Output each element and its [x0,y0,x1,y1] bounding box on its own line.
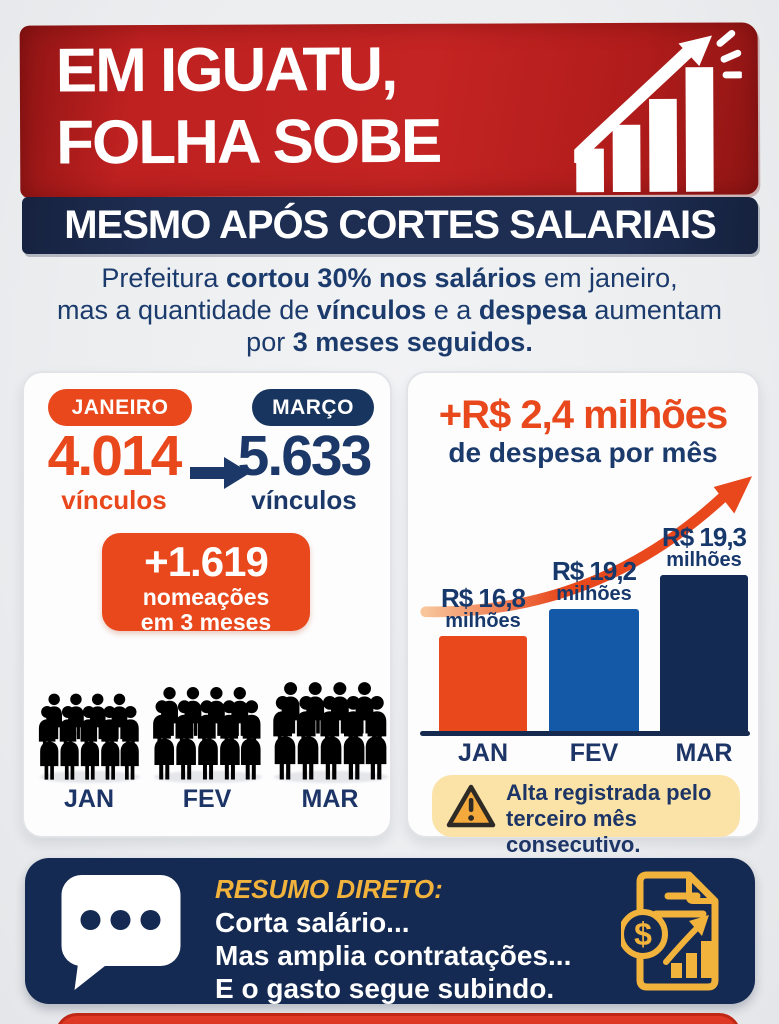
summary-heading: RESUMO DIRETO: [215,874,443,904]
crowd-shadow [154,771,262,783]
badge-marco: MARÇO [252,389,374,426]
highlight-value: +1.619 [144,538,269,585]
intro-paragraph: Prefeitura cortou 30% nos salários em ja… [30,262,749,358]
financial-report-icon: $ [621,871,719,991]
title-line-1: EM IGUATU, [55,34,397,106]
bar-value-mar: R$ 19,3 milhões [661,522,747,571]
chart-axis [420,731,750,736]
cta-bar-cutoff[interactable] [55,1013,741,1024]
axis-label-mar: MAR [675,739,733,767]
summary-line-1: Corta salário... [215,907,410,938]
bar-value-jan: R$ 16,8 milhões [440,583,526,632]
intro-line-3: por 3 meses seguidos. [246,327,533,357]
subtitle-banner: MESMO APÓS CORTES SALARIAIS [22,197,758,254]
crowd-icon-mar: .crowd-mar .p1{fill:#1B3C78}.crowd-mar .… [270,631,390,781]
growth-chart-icon [573,29,743,193]
highlight-caption-1: nomeações [142,584,270,610]
axis-label-jan: JAN [457,739,508,767]
right-arrow-icon [190,457,250,489]
svg-text:$: $ [634,916,652,952]
warning-callout: Alta registrada pelo terceiro mês consec… [432,775,740,857]
badge-janeiro: JANEIRO [48,389,192,426]
crowd-label-mar: MAR [301,785,359,813]
summary-lines: Corta salário... Mas amplia contratações… [215,906,571,1005]
highlight-caption-2: em 3 meses [140,609,272,635]
crowd-icon-jan: .crowd-jan .p1{fill:#E8481C}.crowd-jan .… [36,669,142,781]
summary-line-3: E o gasto segue subindo. [215,973,555,1004]
crowd-label-jan: JAN [63,785,114,813]
card-despesa: +R$ 2,4 milhões de despesa por mês R$ 16… [406,371,760,857]
unit-marco: vínculos [251,485,357,515]
summary-line-2: Mas amplia contratações... [215,940,572,971]
unit-janeiro: vínculos [61,485,167,515]
header-banner: EM IGUATU, FOLHA SOBE [19,22,759,198]
warning-text: Alta registrada pelo terceiro mês consec… [506,780,712,857]
crowd-shadow [274,771,388,783]
bar-mar [660,575,748,731]
bar-jan [439,636,527,731]
crowd-icon-fev: .crowd-fev .p1{fill:#F6A62B}.crowd-fev .… [150,657,264,781]
value-janeiro-vinculos: 4.014 [47,424,183,488]
chat-bubble-icon [61,875,181,990]
title-line-2: FOLHA SOBE [55,106,441,178]
bar-fev [549,609,639,731]
value-marco-vinculos: 5.633 [237,424,373,488]
intro-line-2: mas a quantidade de vínculos e a despesa… [57,295,722,325]
summary-card: RESUMO DIRETO: Corta salário... Mas ampl… [25,858,755,1004]
rising-trend-arrow-icon [420,476,752,618]
card-vinculos: JANEIRO MARÇO 4.014 5.633 vínculos víncu… [22,371,392,838]
despesa-caption: de despesa por mês [448,437,718,468]
axis-label-fev: FEV [569,739,619,767]
crowd-label-fev: FEV [182,785,232,813]
highlight-nomeacoes: +1.619 nomeações em 3 meses [102,533,310,635]
bar-value-fev: R$ 19,2 milhões [551,556,637,605]
page-title: EM IGUATU, FOLHA SOBE [56,34,441,180]
despesa-headline: +R$ 2,4 milhões [438,393,728,437]
intro-line-1: Prefeitura cortou 30% nos salários em ja… [101,263,678,293]
warning-triangle-icon [446,784,496,828]
